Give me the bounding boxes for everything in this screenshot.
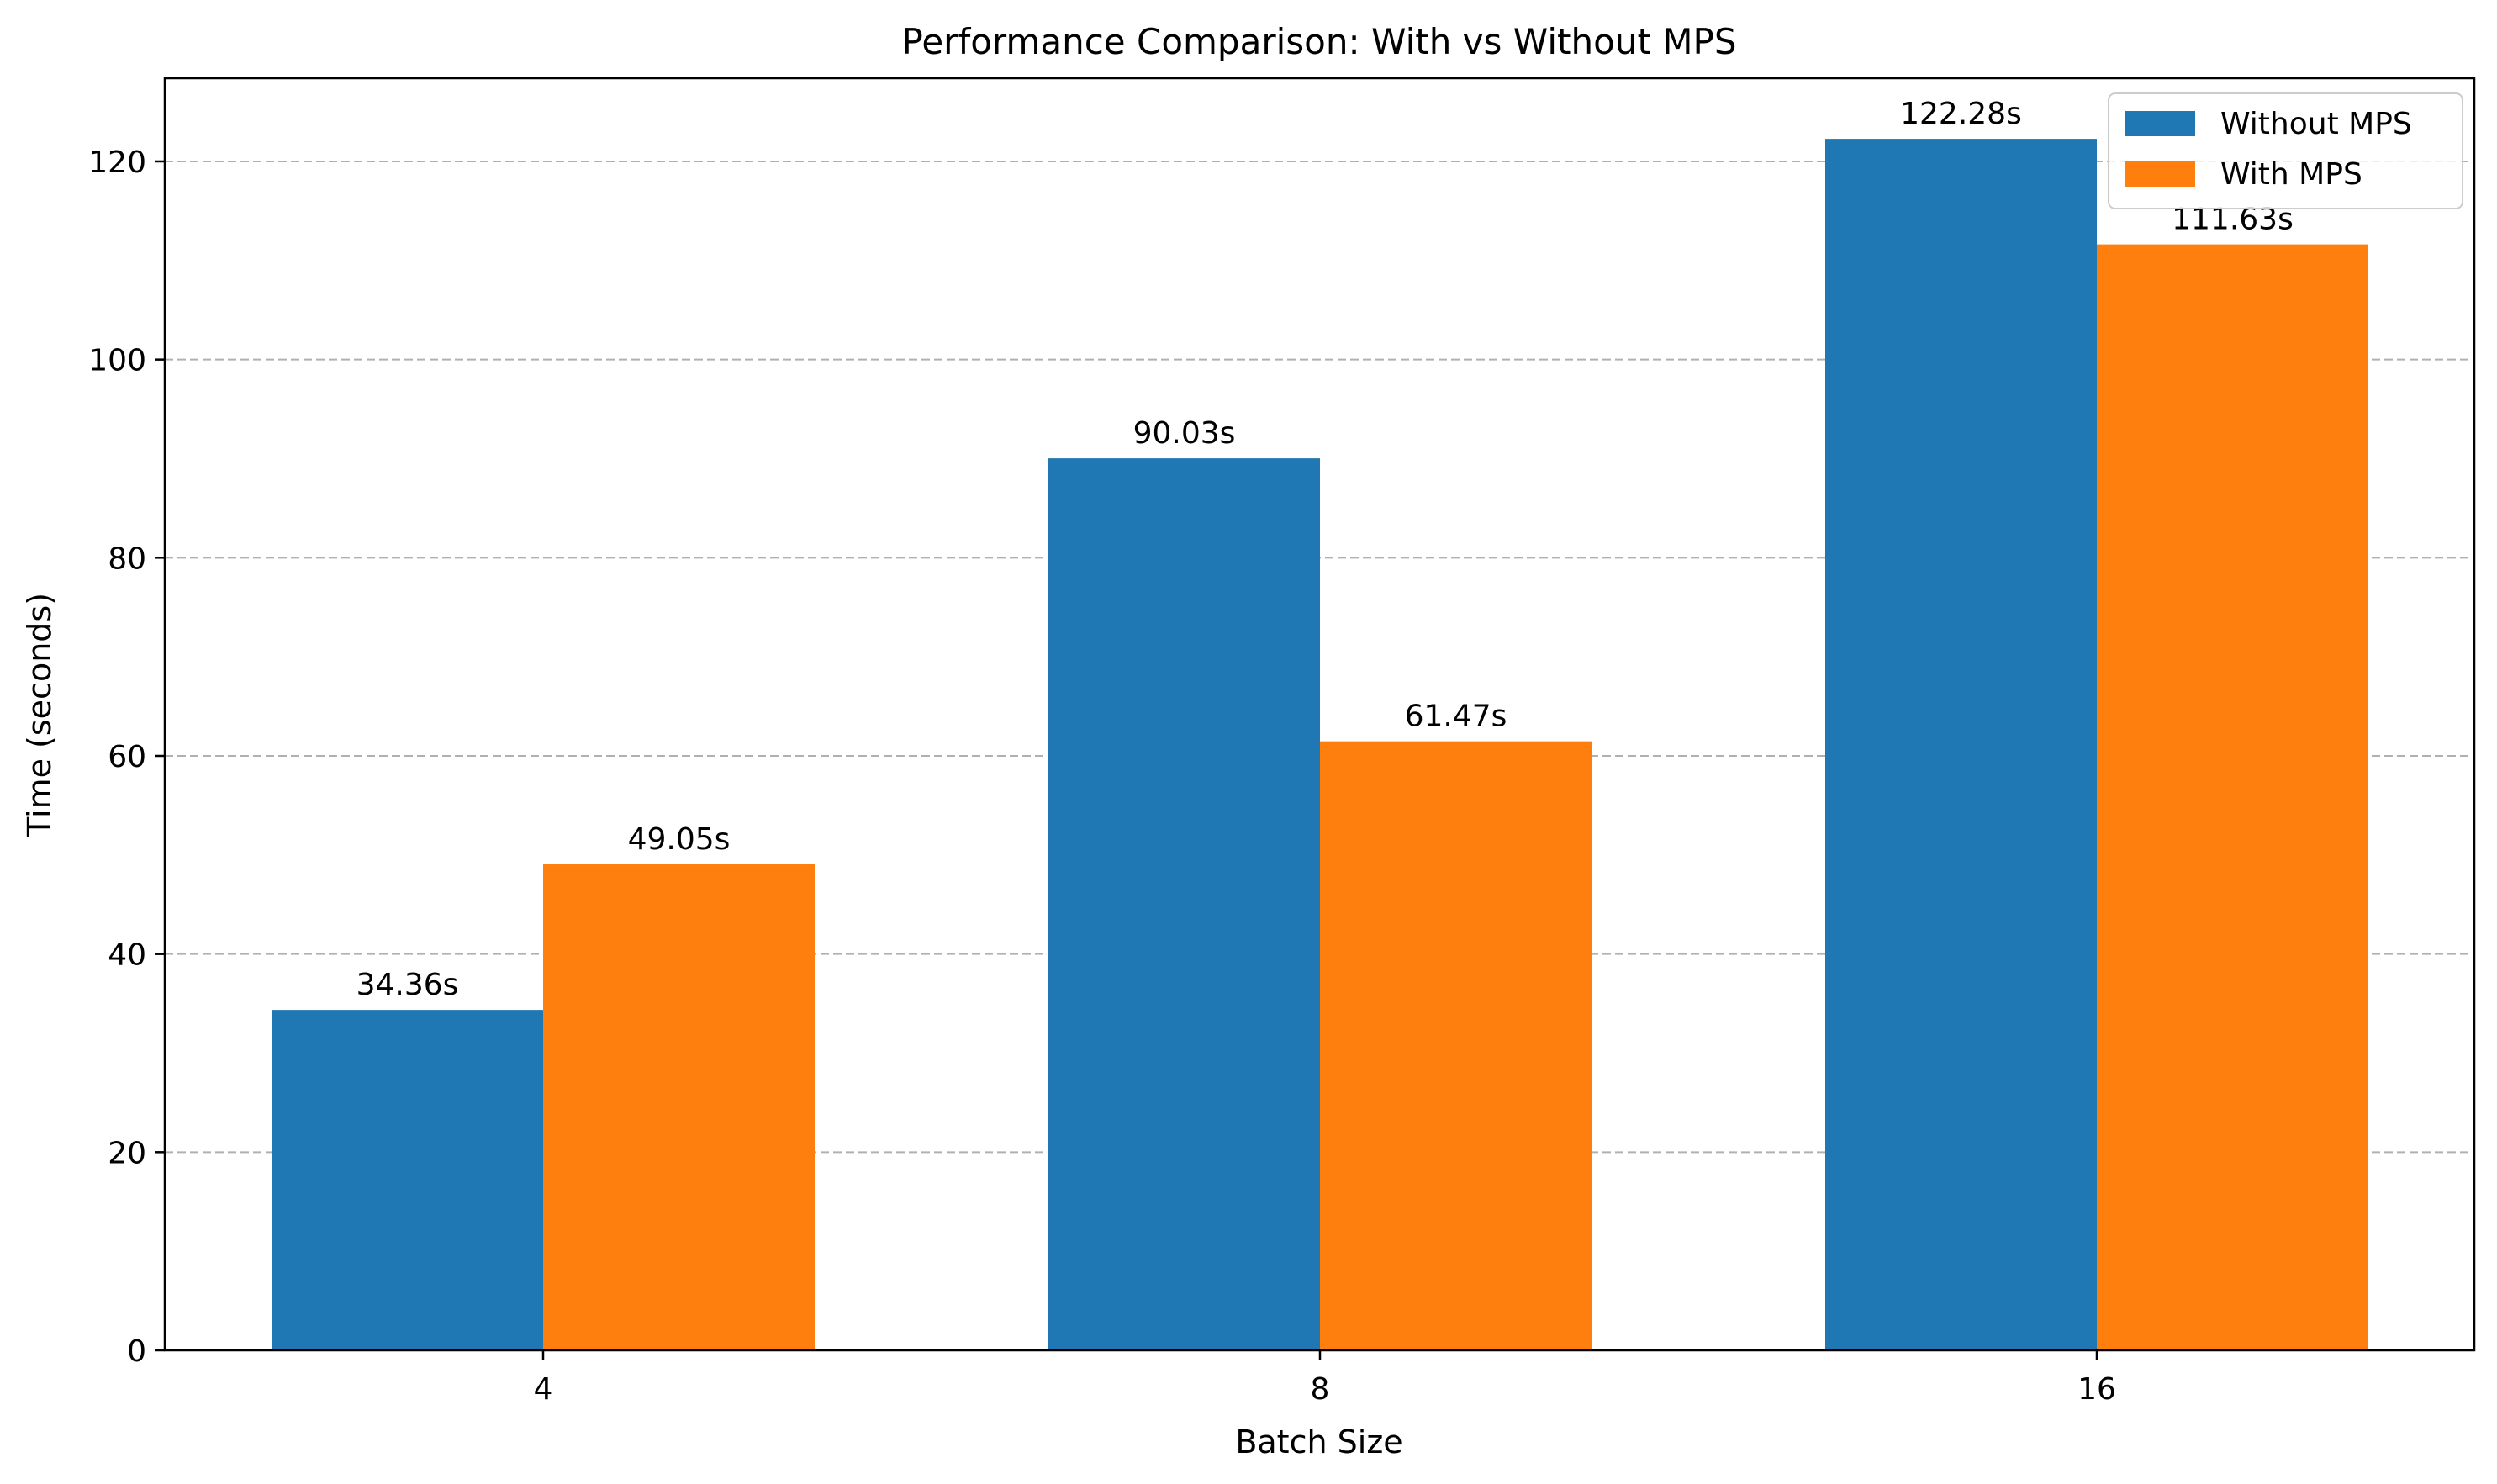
legend-swatch	[2125, 161, 2195, 187]
y-tick-label: 0	[127, 1334, 146, 1369]
legend-label: Without MPS	[2220, 107, 2412, 141]
bar-value-label: 122.28s	[1900, 97, 2022, 131]
legend-label: With MPS	[2220, 157, 2362, 192]
bar-without-mps-16	[1825, 139, 2097, 1350]
y-tick-label: 80	[108, 541, 146, 576]
y-tick-label: 20	[108, 1136, 146, 1170]
bar-with-mps-8	[1320, 741, 1592, 1350]
chart-title: Performance Comparison: With vs Without …	[902, 21, 1737, 62]
y-axis-label: Time (seconds)	[21, 593, 58, 837]
bar-value-label: 49.05s	[628, 822, 731, 857]
y-tick-label: 60	[108, 740, 146, 774]
bar-with-mps-16	[2097, 244, 2368, 1350]
bar-with-mps-4	[543, 864, 815, 1350]
x-axis-label: Batch Size	[1235, 1423, 1402, 1460]
y-tick-label: 100	[88, 344, 146, 378]
x-tick-label: 16	[2077, 1372, 2116, 1407]
x-tick-label: 8	[1311, 1372, 1330, 1407]
bar-without-mps-4	[272, 1010, 543, 1350]
y-tick-label: 120	[88, 145, 146, 180]
y-tick-label: 40	[108, 938, 146, 973]
legend-box	[2108, 92, 2463, 209]
bar-without-mps-8	[1048, 458, 1320, 1350]
legend-swatch	[2125, 111, 2195, 136]
legend: Without MPS With MPS	[2108, 92, 2463, 209]
bar-value-label: 34.36s	[356, 968, 459, 1002]
x-tick-label: 4	[534, 1372, 553, 1407]
bar-value-label: 61.47s	[1405, 700, 1507, 734]
bar-value-label: 90.03s	[1133, 416, 1236, 451]
